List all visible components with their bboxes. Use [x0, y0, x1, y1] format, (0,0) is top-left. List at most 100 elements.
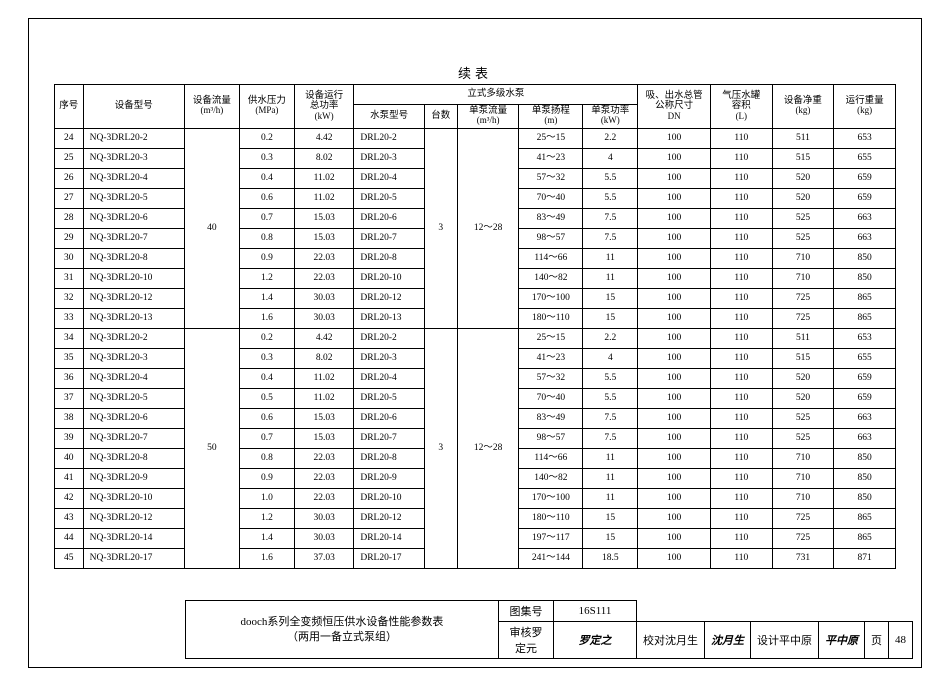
page-frame: 续表 序号 设备型号 设备流量(m³/h) 供水压力(MPa) 设备运行总功率(… [28, 18, 922, 668]
inner-frame: 续表 序号 设备型号 设备流量(m³/h) 供水压力(MPa) 设备运行总功率(… [33, 23, 917, 663]
table-cell: 22.03 [294, 468, 353, 488]
table-cell: 40 [55, 448, 84, 468]
table-cell: 5.5 [583, 388, 638, 408]
table-cell: 515 [772, 348, 834, 368]
table-cell: 114～66 [519, 248, 583, 268]
hdr-pressure: 供水压力(MPa) [239, 85, 294, 129]
table-cell: DRL20-9 [354, 468, 424, 488]
table-cell: DRL20-7 [354, 428, 424, 448]
hdr-model: 设备型号 [83, 85, 184, 129]
table-cell: 25 [55, 148, 84, 168]
table-cell: 2.2 [583, 328, 638, 348]
table-cell: DRL20-2 [354, 328, 424, 348]
table-cell: DRL20-7 [354, 228, 424, 248]
table-cell: 110 [711, 248, 773, 268]
table-cell: 520 [772, 168, 834, 188]
table-cell: 44 [55, 528, 84, 548]
hdr-totalpower: 设备运行总功率(kW) [294, 85, 353, 129]
table-cell: 850 [834, 248, 896, 268]
table-cell: NQ-3DRL20-13 [83, 308, 184, 328]
table-cell: 0.7 [239, 208, 294, 228]
table-cell: 100 [638, 208, 711, 228]
table-cell: 140～82 [519, 268, 583, 288]
table-cell: 11 [583, 248, 638, 268]
table-cell: 653 [834, 128, 896, 148]
table-cell: 525 [772, 408, 834, 428]
table-cell: 7.5 [583, 228, 638, 248]
table-cell: 32 [55, 288, 84, 308]
table-cell: 659 [834, 188, 896, 208]
table-cell: 710 [772, 448, 834, 468]
hdr-perflow: 单泵流量(m³/h) [457, 105, 519, 129]
hdr-runwt: 运行重量(kg) [834, 85, 896, 129]
table-cell: 37.03 [294, 548, 353, 568]
doc-title: dooch系列全变频恒压供水设备性能参数表（两用一备立式泵组） [186, 601, 499, 659]
table-cell: 525 [772, 228, 834, 248]
table-cell: 83～49 [519, 208, 583, 228]
table-cell: 3 [424, 328, 457, 568]
table-cell: 850 [834, 488, 896, 508]
table-cell: 0.6 [239, 188, 294, 208]
table-cell: 100 [638, 408, 711, 428]
table-cell: 8.02 [294, 148, 353, 168]
table-cell: 7.5 [583, 428, 638, 448]
table-cell: 100 [638, 548, 711, 568]
table-cell: 515 [772, 148, 834, 168]
table-cell: 11 [583, 448, 638, 468]
table-cell: 30.03 [294, 508, 353, 528]
table-cell: 241～144 [519, 548, 583, 568]
table-cell: 1.6 [239, 308, 294, 328]
table-cell: 653 [834, 328, 896, 348]
table-cell: 100 [638, 228, 711, 248]
table-cell: 0.6 [239, 408, 294, 428]
table-cell: 865 [834, 288, 896, 308]
table-cell: DRL20-3 [354, 348, 424, 368]
table-cell: 655 [834, 348, 896, 368]
table-cell: DRL20-10 [354, 488, 424, 508]
table-cell: 26 [55, 168, 84, 188]
table-cell: 100 [638, 508, 711, 528]
table-cell: 725 [772, 288, 834, 308]
hdr-count: 台数 [424, 105, 457, 129]
spec-table: 序号 设备型号 设备流量(m³/h) 供水压力(MPa) 设备运行总功率(kW)… [54, 84, 896, 569]
table-cell: 37 [55, 388, 84, 408]
table-cell: 1.6 [239, 548, 294, 568]
table-cell: 11.02 [294, 188, 353, 208]
table-cell: 663 [834, 208, 896, 228]
table-cell: 15.03 [294, 428, 353, 448]
table-cell: DRL20-12 [354, 508, 424, 528]
table-cell: 83～49 [519, 408, 583, 428]
table-cell: 110 [711, 308, 773, 328]
table-cell: 180～110 [519, 508, 583, 528]
table-cell: 100 [638, 448, 711, 468]
table-cell: 100 [638, 308, 711, 328]
table-cell: 1.2 [239, 268, 294, 288]
table-cell: 1.4 [239, 288, 294, 308]
table-cell: 18.5 [583, 548, 638, 568]
table-cell: 1.0 [239, 488, 294, 508]
table-cell: 110 [711, 268, 773, 288]
table-cell: 15.03 [294, 408, 353, 428]
table-cell: 38 [55, 408, 84, 428]
table-cell: 27 [55, 188, 84, 208]
table-cell: 170～100 [519, 488, 583, 508]
table-cell: DRL20-12 [354, 288, 424, 308]
table-cell: 110 [711, 348, 773, 368]
table-cell: 110 [711, 188, 773, 208]
table-cell: 110 [711, 208, 773, 228]
table-cell: 0.5 [239, 388, 294, 408]
table-cell: 525 [772, 208, 834, 228]
table-cell: 39 [55, 428, 84, 448]
table-cell: 110 [711, 228, 773, 248]
atlas-value: 16S111 [554, 601, 637, 622]
table-cell: 30.03 [294, 288, 353, 308]
hdr-tank: 气压水罐容积(L) [711, 85, 773, 129]
table-cell: 15.03 [294, 208, 353, 228]
hdr-perpower: 单泵功率(kW) [583, 105, 638, 129]
table-cell: NQ-3DRL20-8 [83, 448, 184, 468]
table-cell: 110 [711, 528, 773, 548]
table-cell: 140～82 [519, 468, 583, 488]
table-cell: 30.03 [294, 528, 353, 548]
table-cell: DRL20-2 [354, 128, 424, 148]
design-sig: 平中原 [819, 622, 865, 659]
